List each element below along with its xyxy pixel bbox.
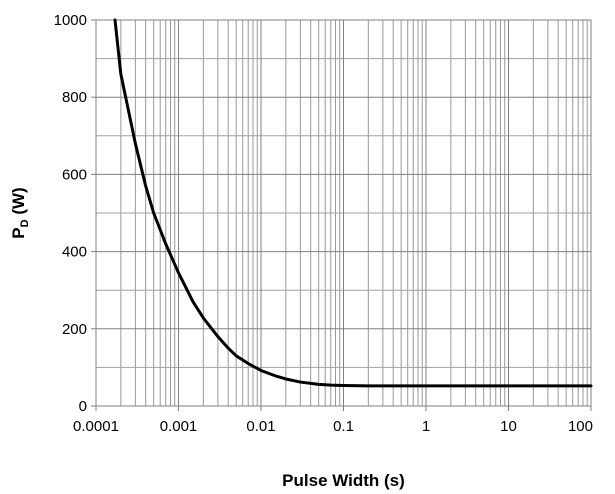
y-tick-label: 800 [62,89,87,106]
y-tick-label: 600 [62,166,87,183]
series-layer [113,18,593,388]
x-tick-label: 0.001 [160,418,198,435]
y-axis-title-main: P [9,227,28,238]
y-tick-labels: 0 200 400 600 800 1000 [54,12,96,415]
x-tick-label: 10 [500,418,517,435]
series-line [113,18,593,388]
x-tick-labels: 0.0001 0.001 0.01 0.1 1 10 100 [73,406,593,435]
y-tick-label: 1000 [54,12,87,29]
x-tick-label: 1 [422,418,430,435]
y-tick-label: 0 [79,398,87,415]
y-axis-title-subscript: D [19,219,31,227]
y-axis-title: PD (W) [9,187,31,238]
x-tick-label: 0.01 [246,418,275,435]
x-axis-title: Pulse Width (s) [282,471,405,490]
x-tick-label: 100 [568,418,593,435]
x-tick-label: 0.1 [333,418,354,435]
x-tick-label: 0.0001 [73,418,119,435]
y-tick-label: 400 [62,244,87,261]
y-axis-title-unit: (W) [9,187,28,219]
y-tick-label: 200 [62,321,87,338]
